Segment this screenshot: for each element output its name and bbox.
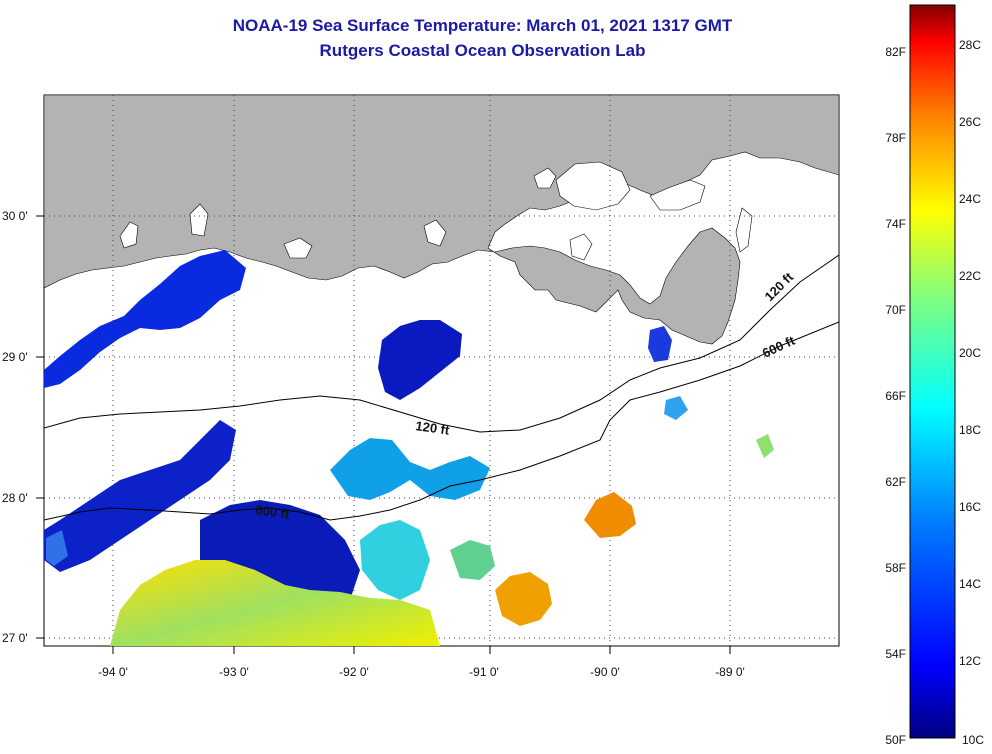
colorbar-c-label: 28C: [959, 38, 981, 52]
colorbar-f-label: 54F: [885, 647, 906, 661]
graticule: [44, 95, 839, 646]
lake-sabine: [119, 221, 139, 249]
bathymetry-contours: [44, 254, 839, 521]
cool-patch-mid: [330, 438, 490, 500]
colorbar-f-label: 74F: [885, 217, 906, 231]
mild-patch-mid: [450, 540, 495, 580]
sst-data: [44, 250, 774, 646]
lake-salvador: [569, 233, 593, 261]
warm-patch-east: [584, 492, 636, 538]
colorbar-f-label: 50F: [885, 733, 906, 747]
colorbar-c-label: 22C: [959, 269, 981, 283]
lat-label: 27 0': [2, 631, 28, 645]
lake-grand: [423, 219, 447, 247]
colorbar-c-label: 24C: [959, 192, 981, 206]
lat-label: 30 0': [2, 209, 28, 223]
cold-patch-west: [44, 420, 236, 572]
warm-patch-southwest: [110, 560, 440, 646]
axis-ticks: [36, 215, 731, 654]
colorbar-fahrenheit-labels: 82F 78F 74F 70F 66F 62F 58F 54F 50F: [885, 45, 906, 747]
map-subtitle: Rutgers Coastal Ocean Observation Lab: [319, 41, 646, 60]
lon-label: -91 0': [469, 665, 499, 679]
colorbar-f-label: 66F: [885, 389, 906, 403]
latitude-labels: 30 0' 29 0' 28 0' 27 0': [2, 209, 28, 645]
colorbar-c-label: 16C: [959, 500, 981, 514]
colorbar-f-label: 62F: [885, 475, 906, 489]
lon-label: -93 0': [219, 665, 249, 679]
lon-label: -89 0': [715, 665, 745, 679]
colorbar-c-label: 10C: [962, 733, 984, 747]
colorbar-c-label: 12C: [959, 654, 981, 668]
lake-maurepas: [533, 167, 557, 189]
map-title: NOAA-19 Sea Surface Temperature: March 0…: [232, 16, 733, 35]
cold-patch-delta: [648, 326, 672, 362]
colorbar-c-label: 20C: [959, 346, 981, 360]
cold-patch-nearshore: [44, 250, 246, 388]
mild-patch-far-east: [756, 434, 774, 458]
contour-600ft: [44, 321, 839, 521]
colorbar-celsius-labels: 28C 26C 24C 22C 20C 18C 16C 14C 12C 10C: [959, 38, 984, 747]
lon-label: -94 0': [98, 665, 128, 679]
colorbar-f-label: 78F: [885, 131, 906, 145]
colorbar-c-label: 18C: [959, 423, 981, 437]
contour-label-120ft-central: 120 ft: [415, 418, 451, 438]
colorbar-c-label: 26C: [959, 115, 981, 129]
contour-label-600ft-west: 600 ft: [255, 502, 291, 522]
lake-calcasieu: [189, 203, 209, 237]
lake-white: [283, 237, 313, 259]
cool-patch-offshore: [664, 396, 688, 420]
lat-label: 29 0': [2, 350, 28, 364]
longitude-labels: -94 0' -93 0' -92 0' -91 0' -90 0' -89 0…: [98, 665, 745, 679]
cold-patch-edge: [46, 530, 68, 566]
cold-patch-central: [378, 320, 462, 400]
colorbar-f-label: 70F: [885, 303, 906, 317]
lon-label: -90 0': [590, 665, 620, 679]
lake-borgne: [649, 179, 706, 211]
lat-label: 28 0': [2, 491, 28, 505]
lon-label: -92 0': [339, 665, 369, 679]
cool-patch-south: [360, 520, 430, 600]
chandeleur-sound: [735, 207, 753, 253]
contour-120ft: [44, 254, 839, 433]
colorbar-c-label: 14C: [959, 577, 981, 591]
lake-pontchartrain: [555, 161, 631, 211]
colorbar-f-label: 82F: [885, 45, 906, 59]
colorbar: [909, 4, 956, 739]
colorbar-f-label: 58F: [885, 561, 906, 575]
warm-patch-south-central: [495, 572, 552, 626]
